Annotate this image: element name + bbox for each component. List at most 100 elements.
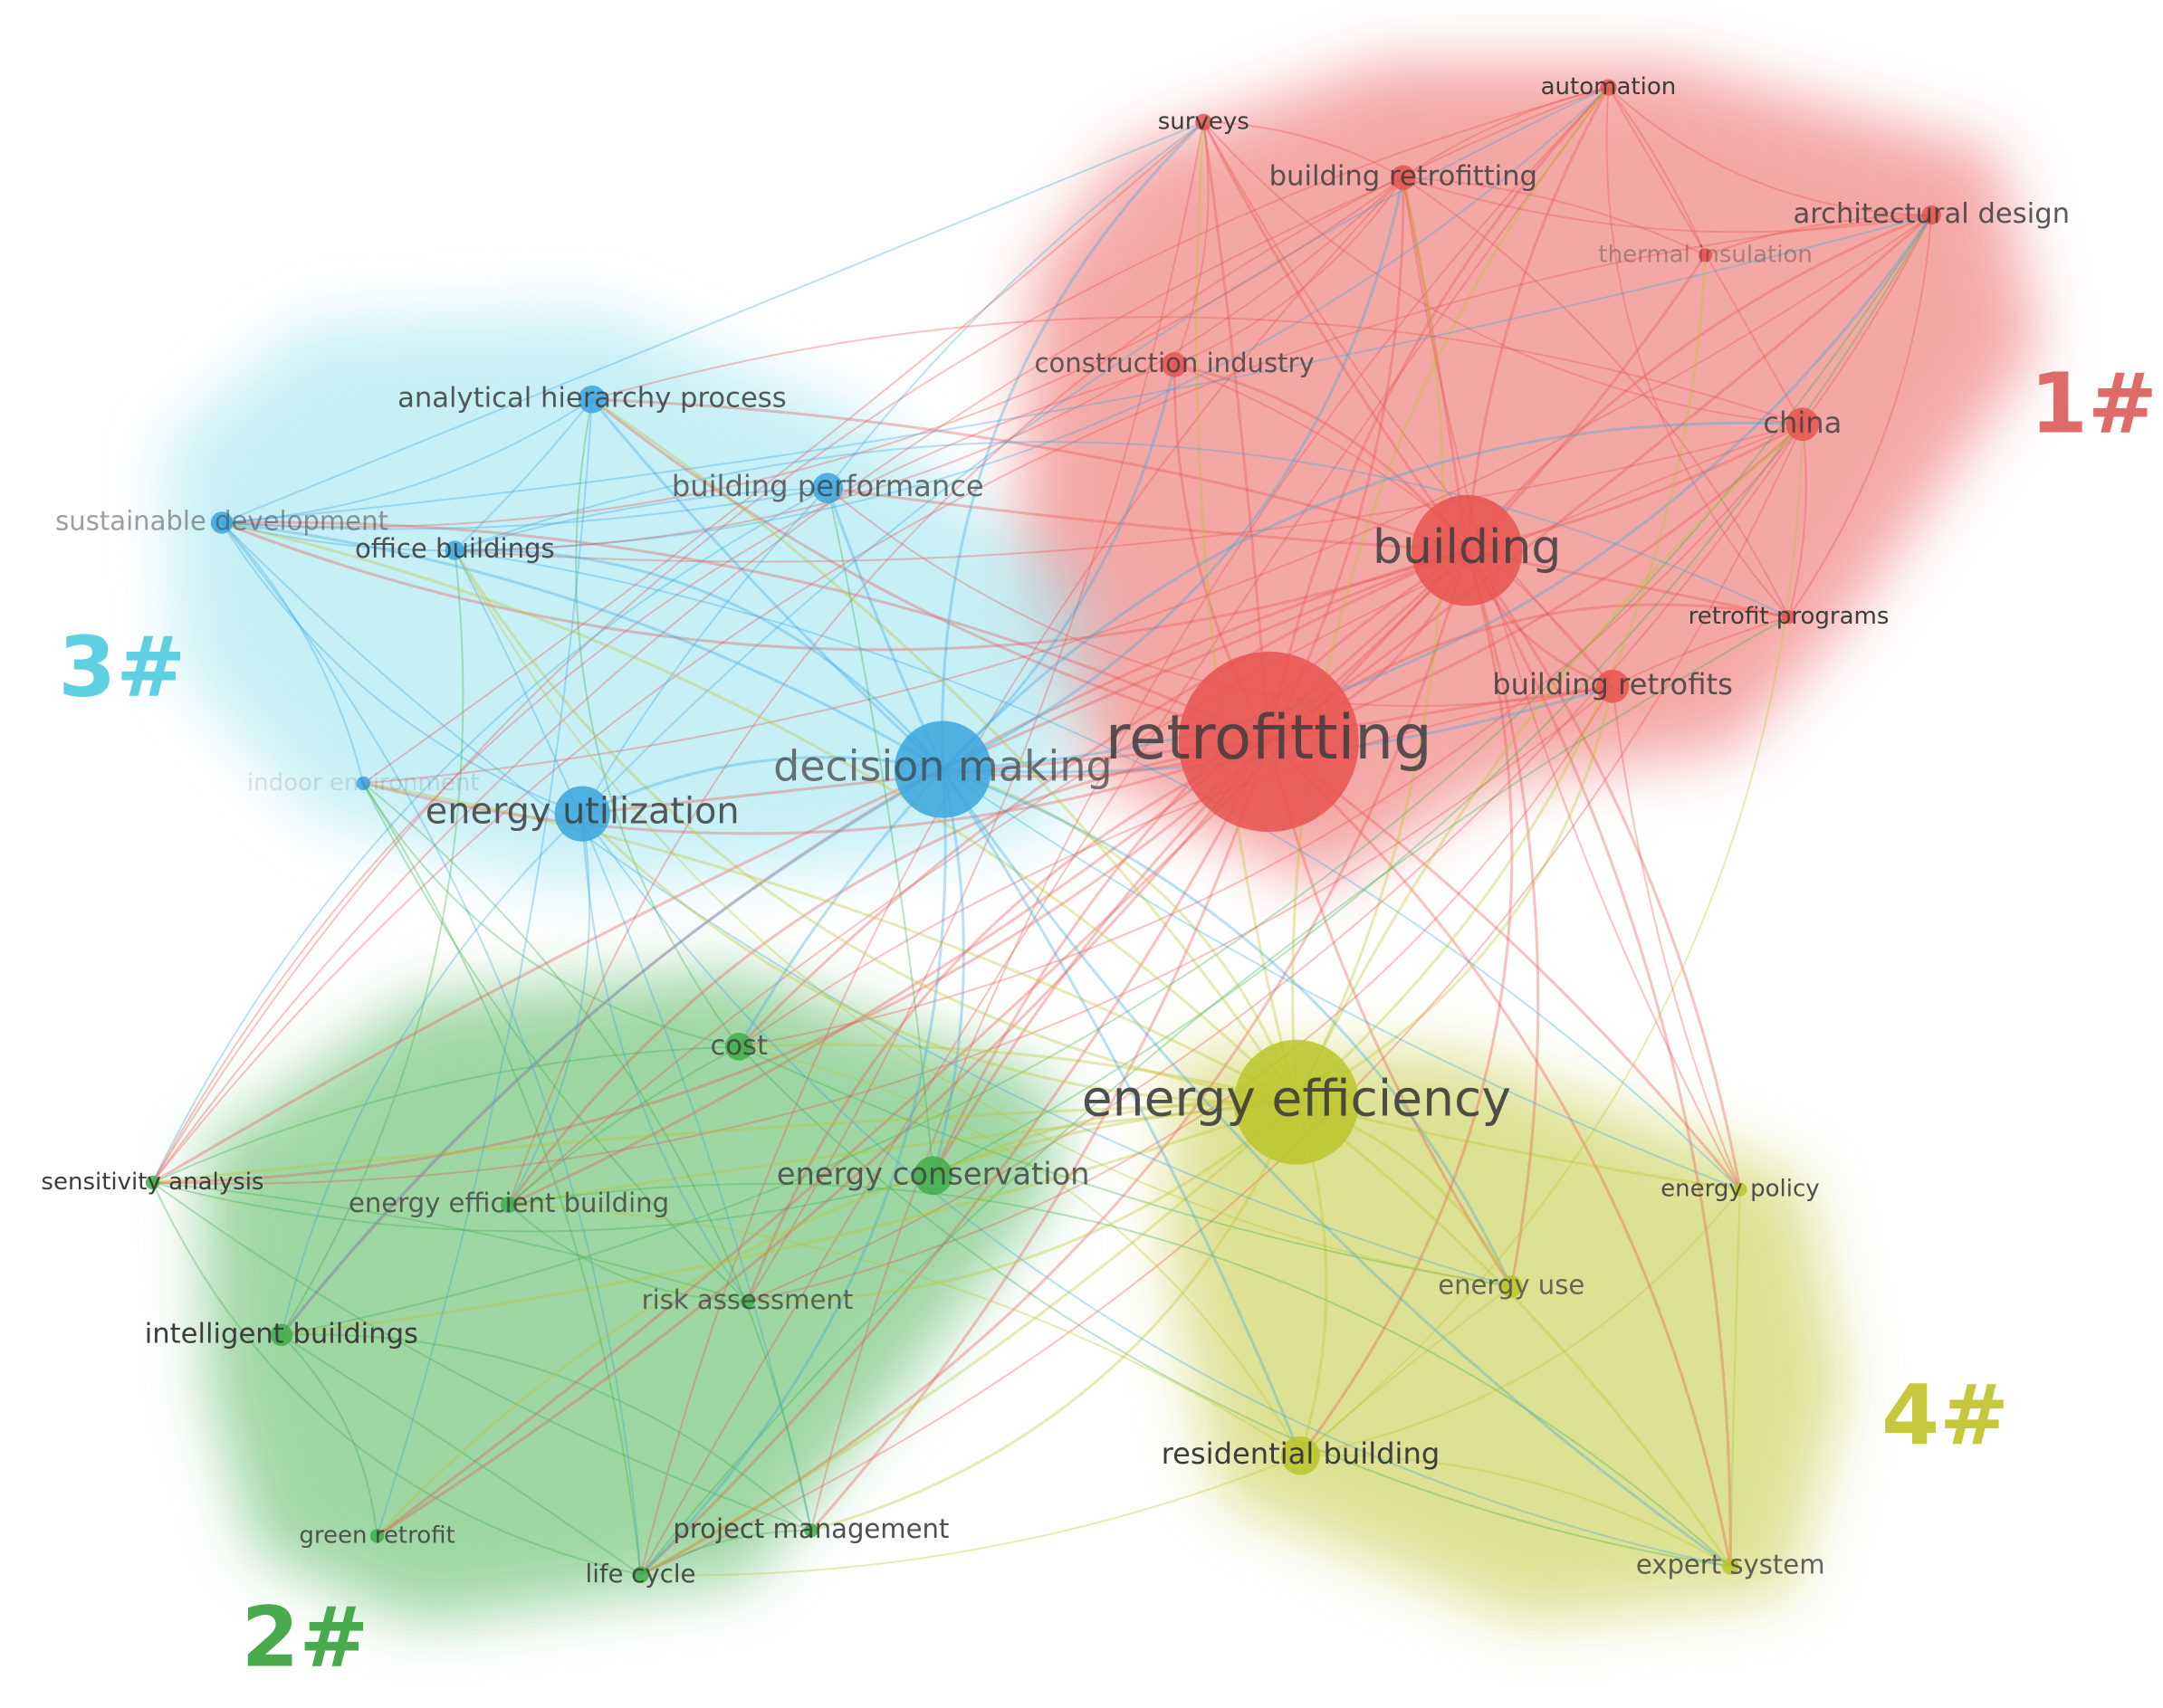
- labels: retrofitting building automation surveys bui…: [41, 73, 2157, 1685]
- link: [508, 1203, 1301, 1456]
- node: [500, 1196, 518, 1214]
- link: [1173, 363, 1613, 687]
- link: [591, 397, 1298, 1103]
- node: [1733, 1182, 1747, 1197]
- link: [1402, 177, 1707, 256]
- link: [639, 740, 1270, 1576]
- node: [369, 1529, 385, 1543]
- link: [942, 768, 1513, 1287]
- link: [1466, 214, 1932, 552]
- link: [745, 740, 1269, 1302]
- link: [1605, 87, 1790, 618]
- node: [1781, 609, 1796, 625]
- node: [445, 540, 465, 560]
- link: [1802, 215, 1933, 425]
- node-label: residential building: [1162, 1436, 1440, 1471]
- link: [454, 549, 1512, 1288]
- link: [827, 487, 1613, 707]
- link: [455, 177, 1404, 552]
- node-label: construction industry: [1035, 348, 1315, 378]
- link: [508, 1182, 1731, 1568]
- link: [1296, 685, 1614, 1103]
- cluster-label: 4#: [1881, 1367, 2009, 1464]
- link: [455, 86, 1610, 552]
- link: [221, 521, 1468, 652]
- node-label: architectural design: [1793, 198, 2070, 230]
- link: [639, 87, 1610, 1576]
- link: [221, 520, 944, 771]
- link: [1787, 215, 1933, 618]
- node: [270, 1323, 293, 1347]
- link: [1173, 177, 1404, 366]
- link: [362, 781, 1297, 1103]
- link: [454, 441, 1789, 618]
- cluster-area: [1164, 1054, 1844, 1622]
- cluster-label: 1#: [2030, 355, 2158, 452]
- link: [152, 1045, 740, 1184]
- link: [221, 520, 1269, 743]
- node-label: thermal insulation: [1598, 241, 1812, 268]
- link: [280, 549, 1468, 1336]
- node-label: energy utilization: [426, 791, 740, 833]
- node-label: building retrofits: [1492, 667, 1733, 701]
- link: [1299, 549, 1514, 1457]
- node: [1698, 248, 1713, 262]
- link: [942, 768, 1741, 1191]
- node: [1595, 669, 1630, 703]
- link: [747, 424, 1804, 1303]
- node: [914, 1156, 953, 1196]
- link: [1300, 1454, 1731, 1568]
- link: [376, 1101, 1297, 1538]
- node: [1411, 494, 1523, 606]
- node: [1785, 407, 1820, 442]
- node: [1162, 352, 1187, 377]
- link: [809, 86, 1610, 1531]
- link: [828, 486, 1468, 552]
- link: [640, 1529, 811, 1576]
- link: [152, 1174, 933, 1233]
- link: [362, 740, 1269, 835]
- link: [942, 768, 1298, 1103]
- link: [376, 740, 1270, 1538]
- link: [362, 782, 740, 1048]
- link: [1300, 1188, 1741, 1457]
- link: [281, 1333, 812, 1531]
- node-label: life cycle: [586, 1560, 696, 1589]
- link: [280, 813, 583, 1336]
- link: [508, 549, 1469, 1207]
- link: [1195, 121, 1298, 1103]
- link: [281, 1334, 378, 1537]
- link: [739, 1043, 1297, 1104]
- node: [812, 472, 844, 504]
- link: [1295, 423, 1804, 1103]
- link: [508, 1101, 1297, 1207]
- link: [1267, 86, 1610, 742]
- link: [590, 398, 944, 771]
- link: [1268, 740, 1742, 1191]
- link: [932, 549, 1469, 1177]
- node: [894, 720, 991, 818]
- link: [942, 768, 1302, 1456]
- node-label: retrofitting: [1105, 701, 1432, 773]
- node-label: energy efficiency: [1082, 1071, 1511, 1129]
- link: [280, 768, 944, 1336]
- link: [1173, 121, 1210, 366]
- link: [1295, 1101, 1732, 1568]
- nodes: [145, 79, 1941, 1584]
- link: [151, 214, 1932, 1184]
- link: [151, 1181, 812, 1531]
- link: [942, 364, 1176, 771]
- node: [1391, 165, 1416, 190]
- link: [281, 214, 1933, 1336]
- node: [554, 786, 610, 842]
- link: [1465, 549, 1742, 1190]
- link: [933, 215, 1933, 1177]
- node-label: building retrofitting: [1269, 161, 1537, 193]
- node-label: analytical hierarchy process: [397, 383, 787, 415]
- link: [1729, 1189, 1741, 1567]
- node: [210, 511, 234, 534]
- link: [376, 399, 593, 1537]
- node-label: project management: [673, 1513, 949, 1544]
- node: [632, 1566, 649, 1584]
